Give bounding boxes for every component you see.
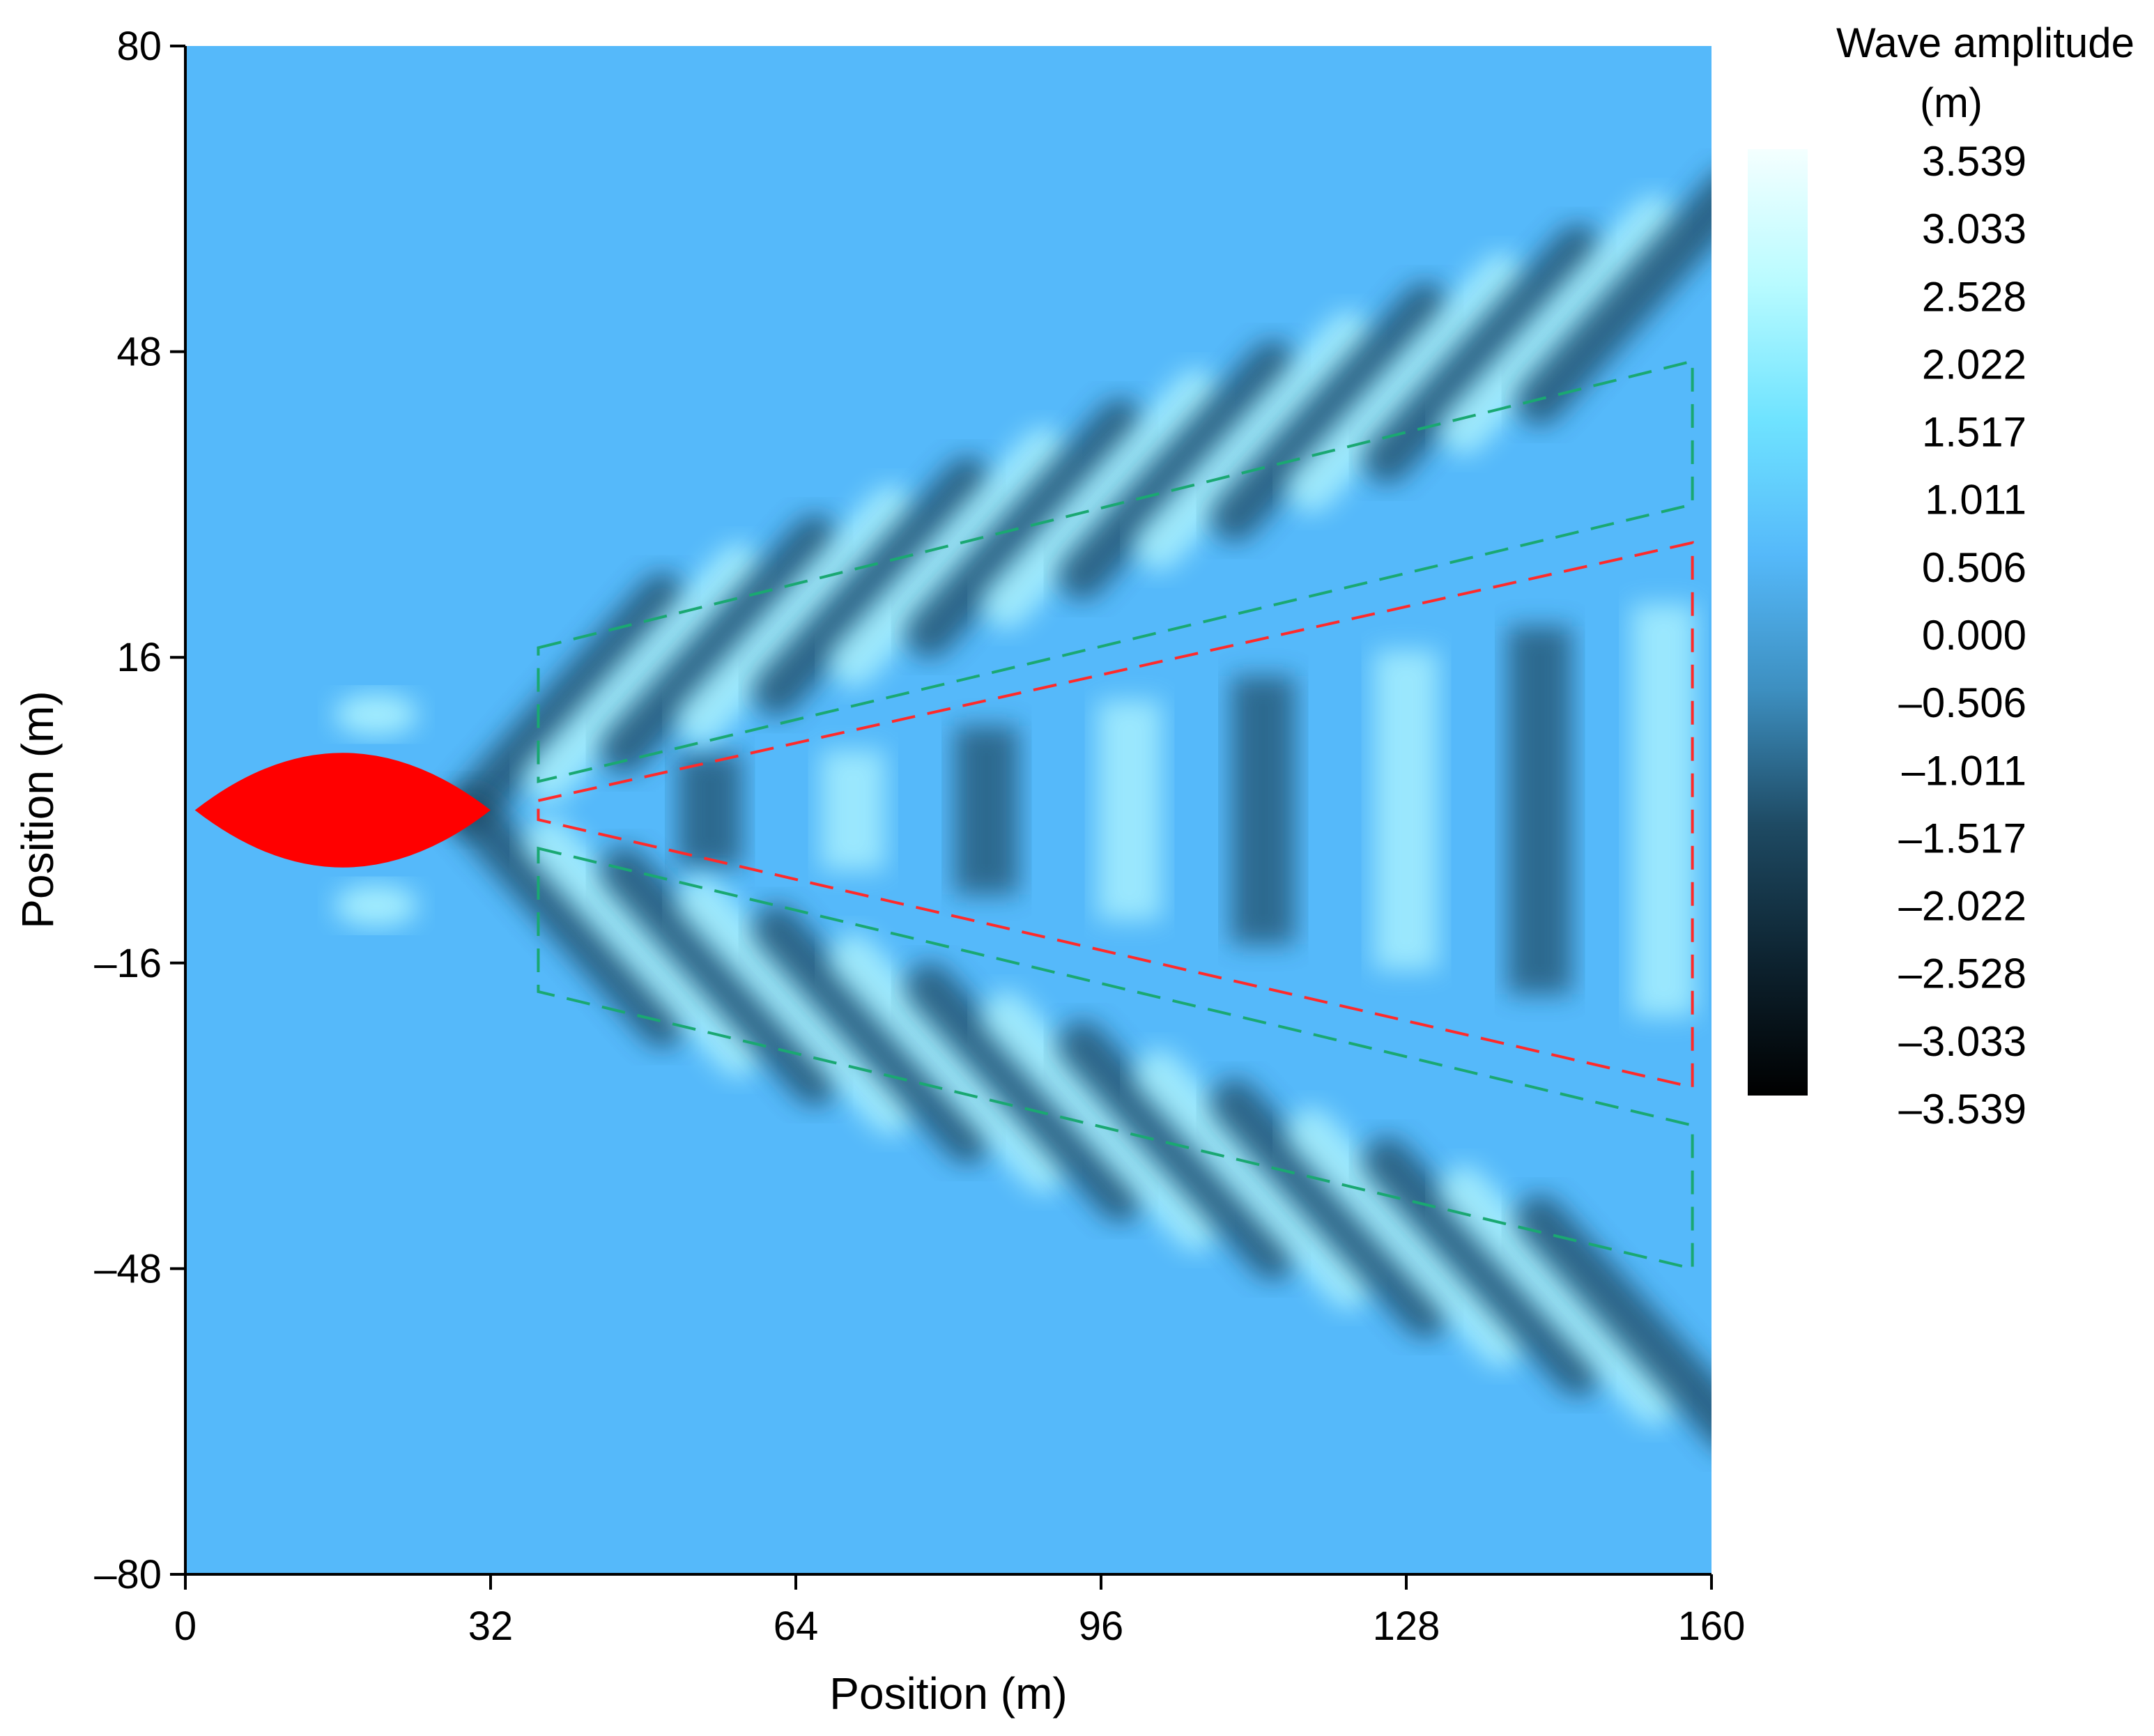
x-tick-label-1: 32 <box>468 1604 514 1649</box>
wave-crest-35 <box>1439 1166 1679 1425</box>
x-axis-title: Position (m) <box>829 1668 1067 1719</box>
wave-crest-18 <box>829 427 1068 687</box>
wave-crest-23 <box>981 992 1221 1251</box>
colorbar: Wave amplitude (m) 3.539 3.033 2.528 2.022 1… <box>1748 20 2134 1132</box>
wave-band-0 <box>677 753 742 868</box>
colorbar-label-10: –1.517 <box>1898 815 2026 861</box>
bow-wave-39 <box>334 884 418 927</box>
y-tick-label-1: 48 <box>116 330 162 375</box>
wave-crest-30 <box>1286 253 1526 513</box>
region-outline-2 <box>537 541 1694 1089</box>
wave-band-2 <box>954 725 1019 895</box>
wave-crest-20 <box>905 399 1145 658</box>
wave-crest-21 <box>905 962 1145 1222</box>
x-tick-label-2: 64 <box>774 1604 819 1649</box>
wave-crest-22 <box>981 369 1221 629</box>
colorbar-label-12: –2.528 <box>1898 951 2026 997</box>
colorbar-labels: 3.539 3.033 2.528 2.022 1.517 1.011 0.506 0.000… <box>1898 138 2026 1132</box>
colorbar-title-line1: Wave amplitude <box>1836 20 2134 66</box>
colorbar-label-9: –1.011 <box>1902 747 2026 794</box>
x-tick-label-5: 160 <box>1678 1604 1746 1649</box>
colorbar-label-2: 2.528 <box>1922 273 2026 320</box>
vessel-hull <box>194 753 491 868</box>
regions-layer <box>537 359 1694 1270</box>
wave-crest-24 <box>1057 340 1298 600</box>
colorbar-label-7: 0.000 <box>1922 612 2026 659</box>
colorbar-label-4: 1.517 <box>1922 409 2026 456</box>
vessel-layer <box>194 753 491 868</box>
colorbar-label-13: –3.033 <box>1898 1018 2026 1065</box>
colorbar-label-8: –0.506 <box>1898 679 2026 726</box>
colorbar-label-1: 3.033 <box>1922 206 2026 252</box>
y-axis-title: Position (m) <box>13 691 63 928</box>
wave-crest-27 <box>1134 1050 1374 1309</box>
wave-crest-19 <box>829 933 1068 1193</box>
wave-crest-11 <box>523 817 763 1077</box>
colorbar-label-5: 1.011 <box>1925 477 2026 523</box>
wave-crest-28 <box>1210 282 1450 541</box>
y-tick-label-5: –80 <box>94 1552 162 1597</box>
wave-crest-8 <box>447 573 687 832</box>
wave-band-1 <box>821 750 886 870</box>
wave-crest-17 <box>752 905 992 1164</box>
wave-crest-15 <box>676 875 916 1135</box>
wave-crest-37 <box>1515 1195 1711 1445</box>
colorbar-label-11: –2.022 <box>1898 883 2026 930</box>
plot-area <box>185 46 1711 1574</box>
x-tick-label-4: 128 <box>1373 1604 1440 1649</box>
wave-crest-26 <box>1134 312 1374 571</box>
wave-crest-29 <box>1210 1079 1450 1338</box>
colorbar-gradient <box>1748 149 1808 1096</box>
wave-crest-31 <box>1286 1107 1526 1367</box>
wave-field <box>334 175 1711 1445</box>
x-tick-label-0: 0 <box>174 1604 197 1649</box>
x-tick-label-3: 96 <box>1079 1604 1124 1649</box>
y-tick-label-2: 16 <box>116 635 162 680</box>
wave-crest-13 <box>599 846 840 1106</box>
wave-band-6 <box>1507 626 1572 994</box>
wave-crest-10 <box>523 544 763 803</box>
wave-crest-14 <box>676 486 916 745</box>
wave-crest-32 <box>1362 224 1603 484</box>
wave-crest-16 <box>752 456 992 716</box>
y-tick-label-0: 80 <box>116 24 162 69</box>
wave-band-7 <box>1631 604 1696 1017</box>
wave-crest-9 <box>447 788 687 1047</box>
wave-band-4 <box>1231 676 1295 944</box>
wave-crest-33 <box>1362 1137 1603 1396</box>
wave-band-5 <box>1374 650 1438 970</box>
wave-crest-25 <box>1057 1020 1298 1280</box>
y-tick-label-4: –48 <box>94 1246 162 1291</box>
axes: 0 32 64 96 128 160 80 48 16 –16 –48 –80 <box>94 24 1745 1649</box>
wave-crest-34 <box>1439 195 1679 454</box>
colorbar-title-line2: (m) <box>1920 79 1983 126</box>
wave-band-3 <box>1098 700 1162 921</box>
y-tick-label-3: –16 <box>94 941 162 986</box>
colorbar-label-3: 2.022 <box>1922 341 2026 387</box>
colorbar-label-14: –3.539 <box>1898 1086 2026 1132</box>
colorbar-label-0: 3.539 <box>1922 138 2026 185</box>
bow-wave-38 <box>334 693 418 736</box>
wave-crest-36 <box>1515 175 1711 426</box>
colorbar-label-6: 0.506 <box>1922 544 2026 591</box>
wave-crest-12 <box>599 514 840 774</box>
